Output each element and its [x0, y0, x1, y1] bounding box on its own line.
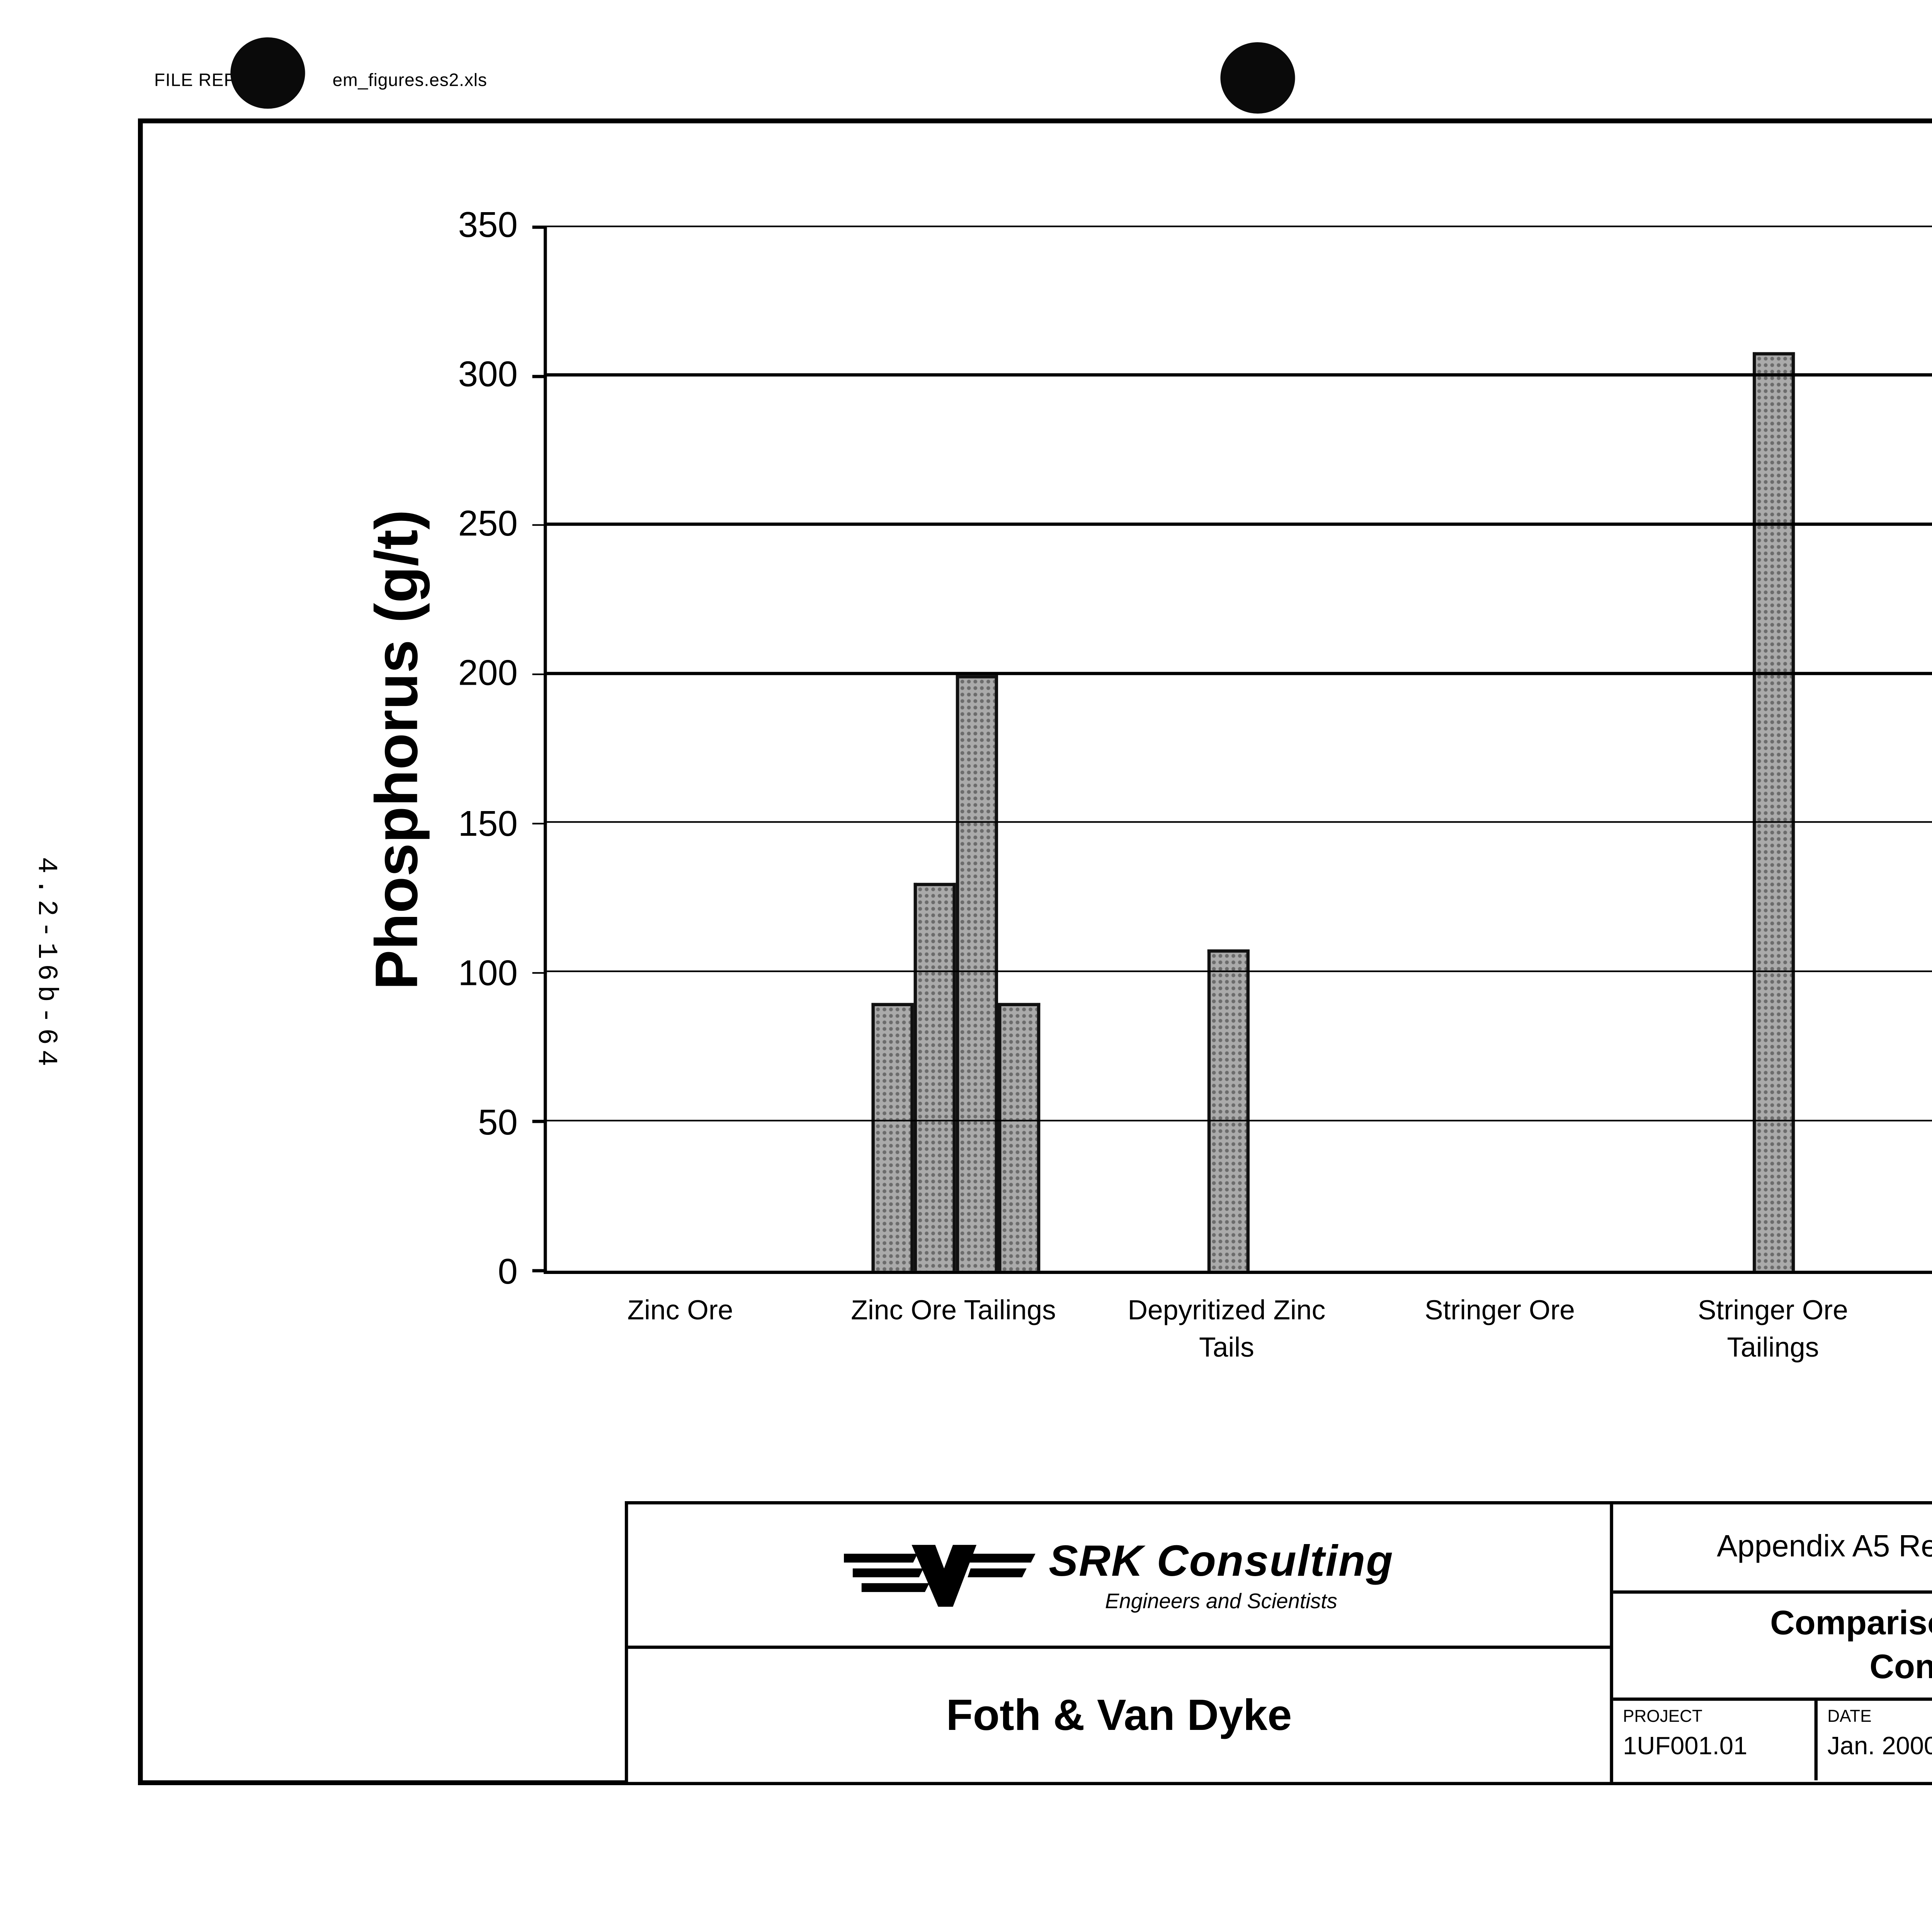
title-block: SRK Consulting Engineers and Scientists …	[624, 1501, 1932, 1785]
gridline	[547, 672, 1932, 675]
srk-chevron-logo-icon	[844, 1544, 1036, 1606]
date-cell: DATE Jan. 2000	[1814, 1701, 1932, 1781]
gridline	[547, 224, 1932, 227]
y-tick-mark	[532, 226, 547, 229]
y-tick-label: 200	[458, 653, 518, 694]
y-tick-mark	[532, 375, 547, 378]
gridline	[547, 970, 1932, 973]
y-tick-label: 150	[458, 803, 518, 844]
y-tick-label: 100	[458, 952, 518, 993]
logo-company-name: SRK Consulting	[1049, 1537, 1394, 1586]
figure-title: Comparison of Phosphorus Concentrations	[1613, 1590, 1932, 1697]
date-label: DATE	[1827, 1707, 1872, 1727]
x-category-label: Depyritized Zinc Tails	[1128, 1295, 1326, 1363]
bar	[913, 883, 956, 1271]
title-block-bottom-row: PROJECT 1UF001.01 DATE Jan. 2000 APPROVE…	[1613, 1697, 1932, 1781]
bar	[1207, 949, 1250, 1271]
project-value: 1UF001.01	[1623, 1733, 1748, 1761]
punch-hole-icon	[1220, 42, 1295, 114]
date-value: Jan. 2000	[1827, 1733, 1932, 1761]
logo-cell: SRK Consulting Engineers and Scientists	[628, 1504, 1610, 1645]
title-block-left: SRK Consulting Engineers and Scientists …	[628, 1504, 1610, 1782]
y-tick-mark	[532, 673, 547, 676]
project-label: PROJECT	[1623, 1707, 1702, 1727]
x-axis-category-labels: Zinc Ore Zinc Ore Tailings Depyritized Zin…	[544, 1293, 1932, 1368]
margin-reference-label: 4.2-16b-64	[29, 857, 60, 1071]
x-category-label: Stringer Ore	[1424, 1295, 1575, 1326]
category-band	[1910, 227, 1932, 1271]
bar	[1753, 352, 1795, 1271]
category-band	[820, 227, 1092, 1271]
gridline	[547, 523, 1932, 526]
file-reference-text: FILE REF em_figures.es2.xls	[154, 71, 487, 91]
y-tick-label: 0	[498, 1251, 518, 1292]
client-cell: Foth & Van Dyke	[628, 1645, 1610, 1784]
file-ref-suffix: em_figures.es2.xls	[332, 71, 487, 91]
y-axis-tick-labels: 0 50 100 150 200 250 300 350	[414, 204, 531, 1292]
y-tick-label: 300	[458, 354, 518, 395]
y-tick-label: 350	[458, 204, 518, 245]
y-tick-label: 50	[478, 1102, 518, 1143]
category-band	[1092, 227, 1365, 1271]
x-category-label: Zinc Ore Tailings	[851, 1295, 1056, 1326]
y-tick-mark	[532, 971, 547, 974]
gridline	[547, 821, 1932, 824]
category-band	[547, 227, 820, 1271]
title-block-right: Appendix A5 Representativeness Report Co…	[1610, 1504, 1932, 1782]
x-category-label: Stringer Ore Tailings	[1697, 1295, 1848, 1363]
category-band	[1638, 227, 1910, 1271]
srk-logo: SRK Consulting Engineers and Scientists	[844, 1537, 1394, 1613]
x-category-label: Depyritized Stringer Tails	[1910, 1293, 1932, 1368]
client-name: Foth & Van Dyke	[946, 1691, 1292, 1740]
gridline	[547, 374, 1932, 376]
plot-area	[532, 224, 1932, 1274]
punch-hole-icon	[230, 37, 305, 109]
category-band	[1365, 227, 1638, 1271]
x-category-label: Zinc Ore	[627, 1295, 733, 1326]
bar	[998, 1002, 1041, 1271]
y-tick-label: 250	[458, 503, 518, 544]
y-tick-mark	[532, 1120, 547, 1123]
y-tick-mark	[532, 822, 547, 825]
report-title: Appendix A5 Representativeness Report	[1717, 1529, 1932, 1564]
y-tick-mark	[532, 1269, 547, 1272]
file-ref-prefix: FILE REF	[154, 71, 235, 91]
bar	[871, 1002, 914, 1271]
logo-tagline: Engineers and Scientists	[1105, 1588, 1337, 1613]
y-tick-mark	[532, 524, 547, 527]
logo-text: SRK Consulting Engineers and Scientists	[1049, 1537, 1393, 1613]
project-cell: PROJECT 1UF001.01	[1613, 1701, 1815, 1781]
gridline	[547, 1119, 1932, 1122]
bar-bands	[547, 227, 1932, 1271]
